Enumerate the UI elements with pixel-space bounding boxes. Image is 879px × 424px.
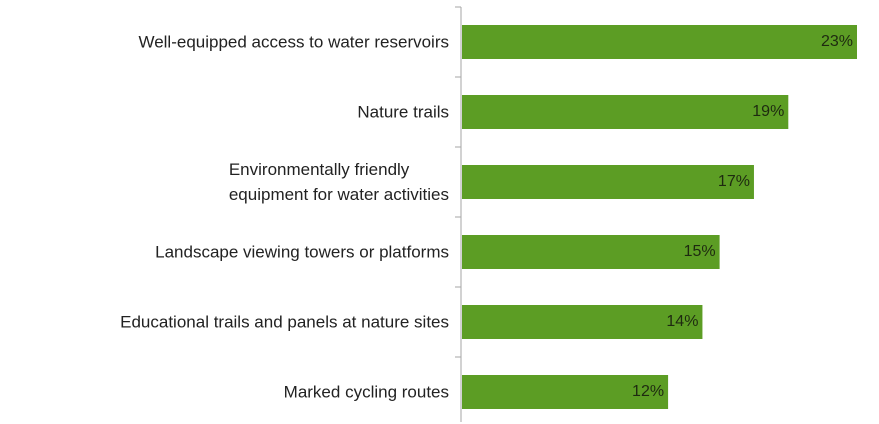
category-label: Marked cycling routes [283, 382, 449, 402]
category-label: Nature trails [357, 102, 449, 122]
value-label: 23% [820, 33, 853, 50]
value-label: 15% [683, 243, 716, 260]
bar [462, 25, 857, 59]
value-label: 12% [632, 383, 665, 400]
bar [462, 305, 703, 339]
value-label: 17% [717, 173, 750, 190]
bar [462, 165, 754, 199]
bar [462, 95, 789, 129]
value-label: 14% [666, 313, 699, 330]
category-label: Landscape viewing towers or platforms [155, 242, 449, 262]
bar [462, 235, 720, 269]
bar [462, 375, 669, 409]
category-label: Educational trails and panels at nature … [120, 312, 449, 332]
category-label: Well-equipped access to water reservoirs [138, 32, 449, 52]
category-label: Environmentally friendly equipment for w… [228, 160, 449, 204]
value-label: 19% [752, 103, 785, 120]
